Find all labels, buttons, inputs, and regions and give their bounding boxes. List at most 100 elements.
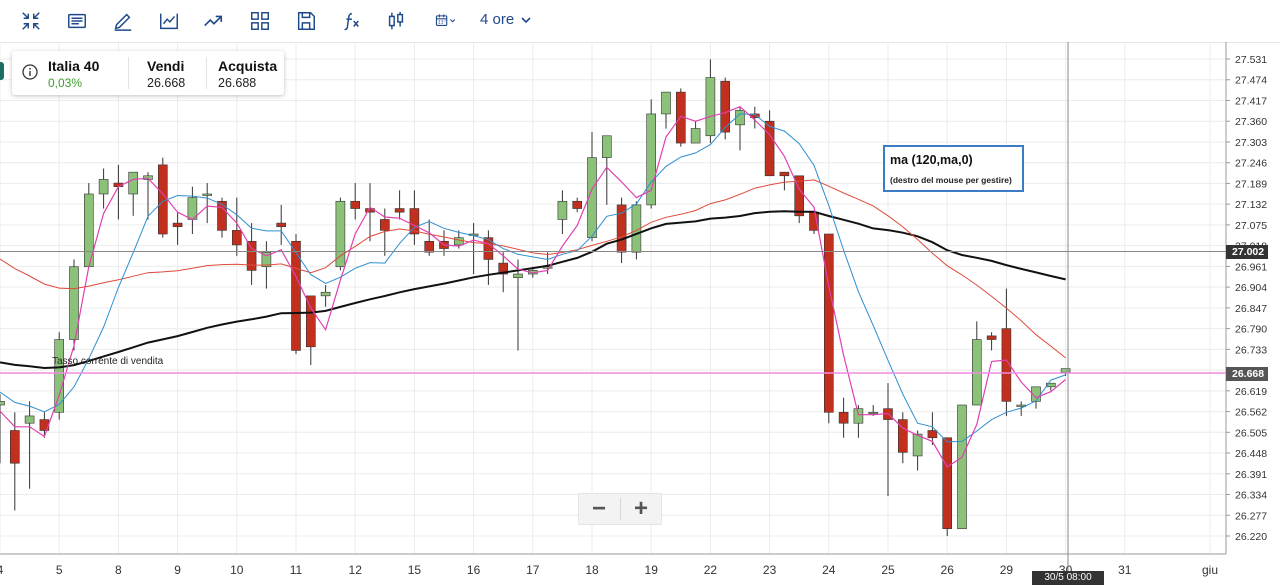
sell-rate-price-tag: 26.668 xyxy=(1226,367,1268,381)
y-tick-label: 26.334 xyxy=(1235,490,1267,502)
y-tick-label: 26.562 xyxy=(1235,407,1267,419)
trend-icon[interactable] xyxy=(198,7,228,35)
candle xyxy=(335,200,346,268)
info-icon[interactable] xyxy=(22,64,38,80)
candle xyxy=(705,77,716,137)
candle xyxy=(10,430,20,464)
candle xyxy=(823,233,834,413)
y-tick-label: 26.505 xyxy=(1235,427,1267,439)
y-tick-label: 27.075 xyxy=(1235,220,1267,232)
candle xyxy=(957,404,967,530)
collapse-icon[interactable] xyxy=(16,7,46,35)
candle xyxy=(735,110,745,126)
candle xyxy=(276,222,287,228)
candles-icon[interactable] xyxy=(381,7,411,35)
sell-label: Vendi xyxy=(147,58,185,74)
candle xyxy=(646,113,657,206)
instrument-name: Italia 40 xyxy=(48,58,100,74)
y-tick-label: 26.961 xyxy=(1235,261,1267,273)
x-tick-label: 12 xyxy=(349,563,363,577)
x-tick-label: giu xyxy=(1202,563,1218,577)
y-tick-label: 27.531 xyxy=(1235,54,1267,66)
ma-line-black xyxy=(0,210,1066,370)
x-tick-label: 29 xyxy=(1000,563,1014,577)
instrument-info: Italia 40 0,03% Vendi 26.668 Acquista 26… xyxy=(12,51,284,95)
y-tick-label: 26.448 xyxy=(1235,448,1267,460)
candle xyxy=(483,237,494,260)
notes-icon[interactable] xyxy=(62,7,92,35)
draw-icon[interactable] xyxy=(108,7,138,35)
candle xyxy=(54,339,65,413)
formula-icon[interactable] xyxy=(336,7,366,35)
ma-line-blue xyxy=(0,113,1066,443)
candle xyxy=(261,251,272,268)
buy-section[interactable]: Acquista 26.688 xyxy=(218,58,277,102)
ma-tooltip[interactable]: ma (120,ma,0) (destro del mouse per gest… xyxy=(883,145,1024,192)
y-tick-label: 26.733 xyxy=(1235,344,1267,356)
x-tick-label: 24 xyxy=(822,563,836,577)
candle xyxy=(572,200,583,209)
candle xyxy=(764,120,775,177)
candle xyxy=(794,175,805,217)
y-tick-label: 27.474 xyxy=(1235,75,1267,87)
crosshair-time-tag: 30/5 08:00 xyxy=(1032,571,1104,585)
toolbar: 4 ore xyxy=(0,0,1280,43)
candle xyxy=(394,208,405,213)
price-chart[interactable]: 458910111215161718192223242526293031giu2… xyxy=(0,42,1280,585)
timeframe-dropdown[interactable]: 4 ore xyxy=(480,11,532,28)
candle xyxy=(1060,368,1071,373)
candle xyxy=(158,164,168,235)
y-tick-label: 26.391 xyxy=(1235,469,1267,481)
ma-line-pink xyxy=(0,106,1066,468)
candle xyxy=(631,204,642,253)
candle xyxy=(720,80,731,133)
candle xyxy=(0,401,5,406)
candle xyxy=(838,411,849,424)
candle xyxy=(897,419,908,453)
candle xyxy=(587,157,597,238)
layout-icon[interactable] xyxy=(245,7,275,35)
zoom-in-button[interactable]: + xyxy=(633,495,648,522)
candle xyxy=(453,237,464,246)
x-tick-label: 15 xyxy=(408,563,422,577)
y-tick-label: 26.277 xyxy=(1235,510,1267,522)
candle xyxy=(601,135,612,158)
candle xyxy=(1046,382,1056,388)
candle xyxy=(320,291,331,297)
candle xyxy=(409,208,420,235)
divider xyxy=(206,57,207,89)
x-tick-label: 11 xyxy=(290,563,303,577)
chart-type-icon[interactable] xyxy=(154,7,184,35)
x-tick-label: 4 xyxy=(0,563,4,577)
zoom-out-button[interactable]: − xyxy=(591,495,606,522)
candle xyxy=(779,171,790,177)
save-icon[interactable] xyxy=(291,7,321,35)
candle xyxy=(942,437,953,530)
y-tick-label: 27.132 xyxy=(1235,199,1267,211)
ma-tooltip-subtitle: (destro del mouse per gestire) xyxy=(890,175,1012,185)
x-tick-label: 8 xyxy=(115,563,122,577)
y-tick-label: 26.619 xyxy=(1235,386,1267,398)
candle xyxy=(128,171,138,195)
x-tick-label: 17 xyxy=(526,563,540,577)
x-tick-label: 26 xyxy=(941,563,955,577)
side-tab[interactable] xyxy=(0,62,4,80)
crosshair-price-tag: 27.002 xyxy=(1226,245,1268,259)
x-tick-label: 18 xyxy=(585,563,599,577)
chevron-down-icon xyxy=(521,16,531,23)
y-tick-label: 27.246 xyxy=(1235,158,1267,170)
candle xyxy=(498,262,509,275)
x-tick-label: 31 xyxy=(1118,563,1132,577)
buy-label: Acquista xyxy=(218,58,278,74)
zoom-controls: − + xyxy=(578,493,662,525)
candle xyxy=(246,240,257,271)
candle xyxy=(172,222,183,228)
candle xyxy=(24,415,35,424)
calendar-icon[interactable] xyxy=(428,7,464,35)
y-tick-label: 27.360 xyxy=(1235,116,1267,128)
candle xyxy=(69,266,79,340)
candle xyxy=(1001,328,1012,402)
divider xyxy=(128,57,129,89)
sell-section[interactable]: Vendi 26.668 xyxy=(147,58,185,102)
candle xyxy=(202,193,212,196)
